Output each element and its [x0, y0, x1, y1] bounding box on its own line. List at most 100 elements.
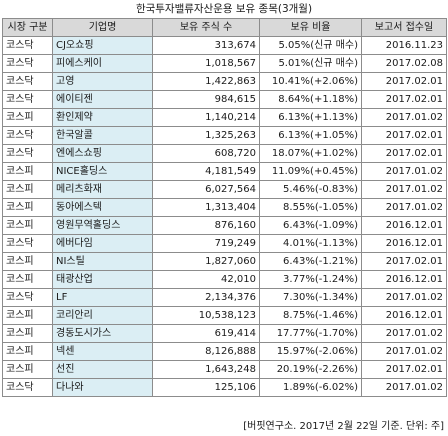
- cell-report-date: 2017.01.02: [361, 162, 447, 181]
- cell-report-date: 2017.01.02: [361, 180, 447, 199]
- cell-report-date: 2016.12.01: [361, 234, 447, 253]
- cell-company: NI스틸: [52, 252, 153, 271]
- header-report-date: 보고서 접수일: [361, 18, 447, 37]
- table-row: 코스닥 CJ오쇼핑 313,674 5.05%(신규 매수) 2016.11.23: [2, 36, 447, 55]
- cell-report-date: 2017.02.01: [361, 360, 447, 379]
- table-row: 코스닥 LF 2,134,376 7.30%(-1.34%) 2017.01.02: [2, 288, 447, 307]
- cell-company: 고영: [52, 72, 153, 91]
- table-row: 코스닥 한국알콜 1,325,263 6.13%(+1.05%) 2017.02.01: [2, 126, 447, 145]
- cell-report-date: 2016.12.01: [361, 216, 447, 235]
- cell-market: 코스피: [2, 342, 53, 361]
- cell-report-date: 2016.11.23: [361, 36, 447, 55]
- cell-ratio: 6.13%(+1.05%): [259, 126, 362, 145]
- cell-ratio: 8.75%(-1.46%): [259, 306, 362, 325]
- table-row: 코스닥 피에스케이 1,018,567 5.01%(신규 매수) 2017.02.08: [2, 54, 447, 73]
- cell-market: 코스피: [2, 360, 53, 379]
- cell-report-date: 2017.01.02: [361, 342, 447, 361]
- cell-market: 코스피: [2, 180, 53, 199]
- cell-shares: 876,160: [152, 216, 260, 235]
- cell-ratio: 17.77%(-1.70%): [259, 324, 362, 343]
- table-row: 코스피 환인제약 1,140,214 6.13%(+1.13%) 2017.01.02: [2, 108, 447, 127]
- table-row: 코스닥 에이티젠 984,615 8.64%(+1.18%) 2017.02.01: [2, 90, 447, 109]
- cell-shares: 10,538,123: [152, 306, 260, 325]
- cell-report-date: 2017.02.01: [361, 90, 447, 109]
- cell-market: 코스피: [2, 216, 53, 235]
- cell-market: 코스닥: [2, 126, 53, 145]
- cell-shares: 1,018,567: [152, 54, 260, 73]
- table-header-row: 시장 구분 기업명 보유 주식 수 보유 비율 보고서 접수일: [2, 18, 447, 37]
- cell-ratio: 6.13%(+1.13%): [259, 108, 362, 127]
- cell-shares: 1,643,248: [152, 360, 260, 379]
- cell-company: 한국알콜: [52, 126, 153, 145]
- cell-report-date: 2016.12.01: [361, 270, 447, 289]
- table-row: 코스피 코리안리 10,538,123 8.75%(-1.46%) 2016.12.01: [2, 306, 447, 325]
- cell-shares: 8,126,888: [152, 342, 260, 361]
- table-row: 코스닥 에버다임 719,249 4.01%(-1.13%) 2016.12.01: [2, 234, 447, 253]
- cell-market: 코스피: [2, 324, 53, 343]
- cell-ratio: 6.43%(-1.21%): [259, 252, 362, 271]
- cell-ratio: 11.09%(+0.45%): [259, 162, 362, 181]
- cell-report-date: 2017.01.02: [361, 198, 447, 217]
- cell-report-date: 2017.02.01: [361, 144, 447, 163]
- table-row: 코스피 넥센 8,126,888 15.97%(-2.06%) 2017.01.02: [2, 342, 447, 361]
- cell-report-date: 2017.02.01: [361, 126, 447, 145]
- cell-shares: 619,414: [152, 324, 260, 343]
- cell-ratio: 8.55%(-1.05%): [259, 198, 362, 217]
- page-title: 한국투자밸류자산운용 보유 종목(3개월): [135, 3, 313, 15]
- cell-ratio: 7.30%(-1.34%): [259, 288, 362, 307]
- cell-report-date: 2017.01.02: [361, 378, 447, 397]
- header-company: 기업명: [52, 18, 153, 37]
- cell-market: 코스피: [2, 252, 53, 271]
- header-ratio: 보유 비율: [259, 18, 362, 37]
- cell-ratio: 5.01%(신규 매수): [259, 54, 362, 73]
- cell-shares: 1,422,863: [152, 72, 260, 91]
- table-row: 코스피 선진 1,643,248 20.19%(-2.26%) 2017.02.01: [2, 360, 447, 379]
- holdings-table: 시장 구분 기업명 보유 주식 수 보유 비율 보고서 접수일 코스닥 CJ오쇼핑…: [2, 18, 447, 397]
- cell-company: 태광산업: [52, 270, 153, 289]
- table-row: 코스피 동아에스텍 1,313,404 8.55%(-1.05%) 2017.01.02: [2, 198, 447, 217]
- cell-market: 코스닥: [2, 234, 53, 253]
- cell-market: 코스닥: [2, 90, 53, 109]
- cell-shares: 4,181,549: [152, 162, 260, 181]
- cell-company: 경동도시가스: [52, 324, 153, 343]
- cell-company: 영원무역홀딩스: [52, 216, 153, 235]
- cell-report-date: 2017.02.01: [361, 72, 447, 91]
- table-row: 코스피 영원무역홀딩스 876,160 6.43%(-1.09%) 2016.12.01: [2, 216, 447, 235]
- cell-company: 에이티젠: [52, 90, 153, 109]
- table-row: 코스닥 엔에스쇼핑 608,720 18.07%(+1.02%) 2017.02.01: [2, 144, 447, 163]
- cell-ratio: 10.41%(+2.06%): [259, 72, 362, 91]
- cell-market: 코스닥: [2, 378, 53, 397]
- table-row: 코스피 경동도시가스 619,414 17.77%(-1.70%) 2017.01.02: [2, 324, 447, 343]
- cell-report-date: 2017.02.01: [361, 252, 447, 271]
- cell-company: 환인제약: [52, 108, 153, 127]
- table-row: 코스피 메리츠화재 6,027,564 5.46%(-0.83%) 2017.01.02: [2, 180, 447, 199]
- cell-ratio: 18.07%(+1.02%): [259, 144, 362, 163]
- cell-ratio: 15.97%(-2.06%): [259, 342, 362, 361]
- cell-market: 코스피: [2, 162, 53, 181]
- cell-shares: 608,720: [152, 144, 260, 163]
- cell-ratio: 8.64%(+1.18%): [259, 90, 362, 109]
- cell-market: 코스닥: [2, 72, 53, 91]
- cell-shares: 719,249: [152, 234, 260, 253]
- cell-company: 다나와: [52, 378, 153, 397]
- cell-company: NICE홀딩스: [52, 162, 153, 181]
- cell-company: 피에스케이: [52, 54, 153, 73]
- cell-shares: 2,134,376: [152, 288, 260, 307]
- cell-shares: 1,325,263: [152, 126, 260, 145]
- cell-shares: 1,140,214: [152, 108, 260, 127]
- cell-shares: 125,106: [152, 378, 260, 397]
- cell-company: CJ오쇼핑: [52, 36, 153, 55]
- cell-market: 코스닥: [2, 36, 53, 55]
- cell-market: 코스피: [2, 306, 53, 325]
- cell-ratio: 1.89%(-6.02%): [259, 378, 362, 397]
- cell-company: 동아에스텍: [52, 198, 153, 217]
- cell-ratio: 5.46%(-0.83%): [259, 180, 362, 199]
- cell-ratio: 20.19%(-2.26%): [259, 360, 362, 379]
- cell-report-date: 2017.01.02: [361, 288, 447, 307]
- cell-shares: 6,027,564: [152, 180, 260, 199]
- cell-company: LF: [52, 288, 153, 307]
- cell-market: 코스닥: [2, 144, 53, 163]
- cell-shares: 42,010: [152, 270, 260, 289]
- cell-company: 엔에스쇼핑: [52, 144, 153, 163]
- table-row: 코스피 NI스틸 1,827,060 6.43%(-1.21%) 2017.02.01: [2, 252, 447, 271]
